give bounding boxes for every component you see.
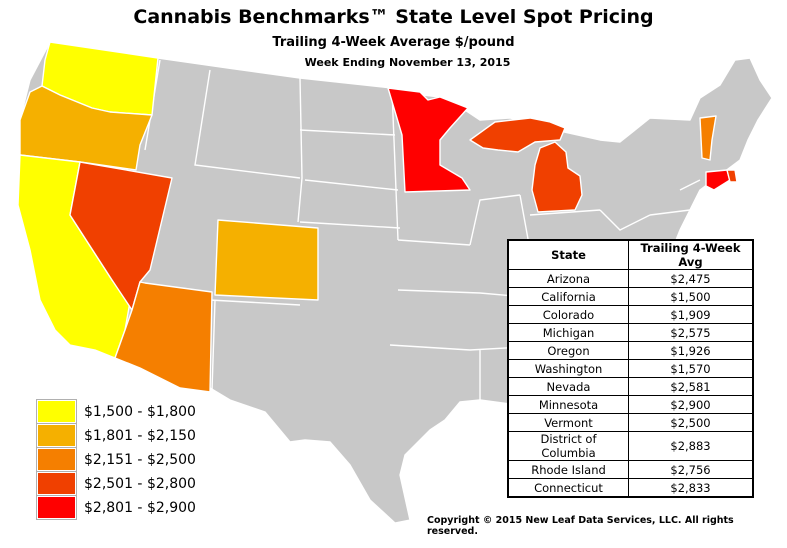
column-header-state: State	[507, 239, 629, 270]
page-title: Cannabis Benchmarks™ State Level Spot Pr…	[133, 6, 654, 28]
legend-swatch	[36, 471, 77, 496]
state-avg-cell: $1,909	[628, 305, 754, 324]
legend-label: $2,801 - $2,900	[84, 499, 196, 516]
state-avg-cell: $2,500	[628, 413, 754, 432]
legend-item: $2,801 - $2,900	[36, 495, 196, 520]
table-row: Washington $1,570	[507, 359, 754, 378]
table-row: Oregon $1,926	[507, 341, 754, 360]
legend-label: $2,151 - $2,500	[84, 451, 196, 468]
state-avg-cell: $1,570	[628, 359, 754, 378]
table-header-row: State Trailing 4-Week Avg	[507, 239, 754, 270]
state-michigan-upper	[469, 117, 566, 153]
price-table: State Trailing 4-Week Avg Arizona $2,475 C…	[507, 239, 754, 498]
state-connecticut	[705, 169, 731, 191]
state-michigan-lower	[531, 141, 583, 213]
table-row: Nevada $2,581	[507, 377, 754, 396]
legend-swatch	[36, 495, 77, 520]
state-avg-cell: $2,833	[628, 478, 754, 498]
table-row: California $1,500	[507, 287, 754, 306]
legend-label: $1,801 - $2,150	[84, 427, 196, 444]
state-avg-cell: $2,756	[628, 460, 754, 479]
state-avg-cell: $1,926	[628, 341, 754, 360]
state-name-cell: Arizona	[507, 269, 629, 288]
table-row: Arizona $2,475	[507, 269, 754, 288]
price-legend: $1,500 - $1,800 $1,801 - $2,150 $2,151 - $…	[36, 399, 196, 520]
state-rhode-island	[726, 169, 738, 183]
state-avg-cell: $2,575	[628, 323, 754, 342]
state-name-cell: Michigan	[507, 323, 629, 342]
state-avg-cell: $2,475	[628, 269, 754, 288]
table-row: Rhode Island $2,756	[507, 460, 754, 479]
table-row: Vermont $2,500	[507, 413, 754, 432]
state-name-cell: Oregon	[507, 341, 629, 360]
table-row: District of Columbia $2,883	[507, 431, 754, 461]
state-name-cell: Connecticut	[507, 478, 629, 498]
state-name-cell: Rhode Island	[507, 460, 629, 479]
state-name-cell: Colorado	[507, 305, 629, 324]
state-name-cell: District of Columbia	[507, 431, 629, 461]
week-ending-label: Week Ending November 13, 2015	[304, 56, 511, 69]
column-header-avg: Trailing 4-Week Avg	[628, 239, 754, 270]
state-name-cell: Minnesota	[507, 395, 629, 414]
copyright-notice: Copyright © 2015 New Leaf Data Services,…	[427, 515, 734, 537]
state-avg-cell: $2,883	[628, 431, 754, 461]
state-name-cell: Washington	[507, 359, 629, 378]
state-avg-cell: $2,900	[628, 395, 754, 414]
legend-item: $2,501 - $2,800	[36, 471, 196, 496]
table-row: Minnesota $2,900	[507, 395, 754, 414]
state-name-cell: Vermont	[507, 413, 629, 432]
table-row: Connecticut $2,833	[507, 478, 754, 498]
table-body: Arizona $2,475 California $1,500 Colorado $1,…	[507, 269, 754, 498]
legend-swatch	[36, 399, 77, 424]
table-row: Michigan $2,575	[507, 323, 754, 342]
legend-item: $1,801 - $2,150	[36, 423, 196, 448]
table-row: Colorado $1,909	[507, 305, 754, 324]
state-name-cell: California	[507, 287, 629, 306]
state-vermont	[699, 115, 717, 161]
state-avg-cell: $2,581	[628, 377, 754, 396]
state-oregon	[19, 85, 153, 171]
state-colorado	[214, 219, 319, 301]
state-minnesota	[387, 87, 471, 193]
legend-swatch	[36, 447, 77, 472]
page-subtitle: Trailing 4-Week Average $/pound	[272, 35, 515, 50]
legend-item: $2,151 - $2,500	[36, 447, 196, 472]
state-arizona	[114, 281, 213, 393]
legend-item: $1,500 - $1,800	[36, 399, 196, 424]
state-name-cell: Nevada	[507, 377, 629, 396]
legend-swatch	[36, 423, 77, 448]
state-avg-cell: $1,500	[628, 287, 754, 306]
legend-label: $2,501 - $2,800	[84, 475, 196, 492]
legend-label: $1,500 - $1,800	[84, 403, 196, 420]
